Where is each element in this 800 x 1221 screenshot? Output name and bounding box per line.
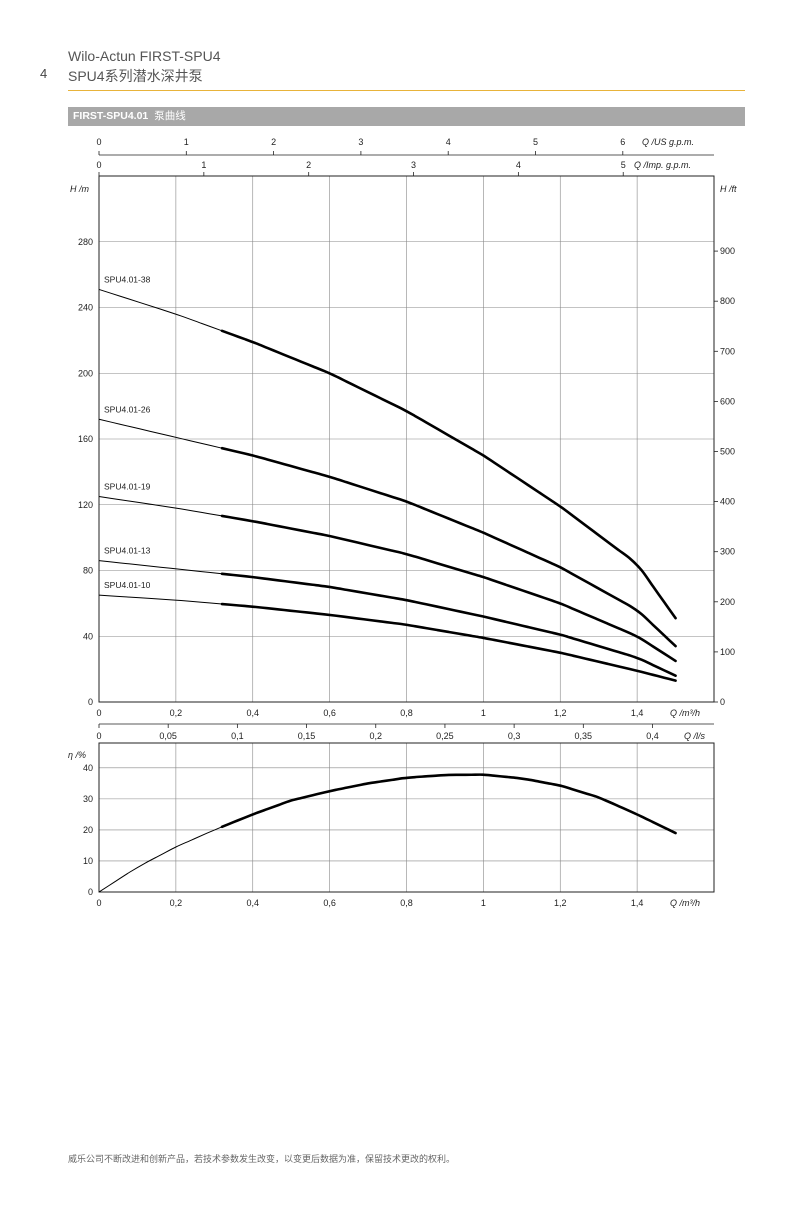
top-axis-us-tick-label: 5: [533, 137, 538, 147]
y-tick-label: 160: [78, 434, 93, 444]
top-axis-imp-tick-label: 0: [96, 160, 101, 170]
y-right-tick-label: 600: [720, 396, 735, 406]
eff-x-axis-title: Q /m³/h: [670, 898, 700, 908]
top-axis-us-tick-label: 3: [358, 137, 363, 147]
y-right-tick-label: 100: [720, 647, 735, 657]
eff-y-tick-label: 40: [83, 763, 93, 773]
y-right-tick-label: 0: [720, 697, 725, 707]
x-tick-label: 0,8: [400, 708, 413, 718]
ls-axis-tick-label: 0,25: [436, 731, 454, 741]
top-axis-imp-title: Q /Imp. g.p.m.: [634, 160, 691, 170]
y-tick-label: 80: [83, 566, 93, 576]
x-tick-label: 1,2: [554, 708, 567, 718]
series-label: SPU4.01-10: [104, 580, 151, 590]
efficiency-plot-frame: [98, 742, 715, 893]
top-axis-imp-tick-label: 5: [621, 160, 626, 170]
curve-spu4-01-38: [220, 329, 677, 620]
x-tick-label: 0,6: [323, 708, 336, 718]
series-label: SPU4.01-26: [104, 404, 151, 414]
y-right-tick-label: 300: [720, 547, 735, 557]
eff-y-tick-label: 0: [88, 887, 93, 897]
curve-thin-segment: [98, 418, 223, 449]
series-label: SPU4.01-13: [104, 546, 151, 556]
head-plot-frame: [98, 175, 715, 703]
eff-x-tick-label: 1,4: [631, 898, 644, 908]
y-right-tick-label: 500: [720, 446, 735, 456]
eff-y-tick-label: 10: [83, 856, 93, 866]
eff-x-tick-label: 0: [96, 898, 101, 908]
y-right-tick-label: 400: [720, 497, 735, 507]
eff-y-tick-label: 20: [83, 825, 93, 835]
top-axis-us-tick-label: 4: [446, 137, 451, 147]
eff-y-tick-label: 30: [83, 794, 93, 804]
eff-x-tick-label: 1,2: [554, 898, 567, 908]
ls-axis-tick-label: 0,3: [508, 731, 521, 741]
top-axis-us-tick-label: 0: [96, 137, 101, 147]
ls-axis-tick-label: 0,4: [646, 731, 659, 741]
ls-axis-tick-label: 0,15: [298, 731, 316, 741]
top-axis-us-title: Q /US g.p.m.: [642, 137, 694, 147]
eff-x-tick-label: 0,2: [170, 898, 183, 908]
efficiency-curve-thin: [98, 826, 223, 893]
curve-spu4-01-19: [220, 514, 677, 663]
y-right-tick-label: 800: [720, 296, 735, 306]
x-tick-label: 0,4: [246, 708, 259, 718]
top-axis-imp-tick-label: 4: [516, 160, 521, 170]
y-tick-label: 240: [78, 303, 93, 313]
curve-spu4-01-10: [220, 602, 677, 682]
x-tick-label: 0: [96, 708, 101, 718]
y-axis-title-right: H /ft: [720, 184, 737, 194]
ls-axis-tick-label: 0,1: [231, 731, 244, 741]
eff-y-axis-title: η /%: [68, 750, 86, 760]
header-product-name: Wilo-Actun FIRST-SPU4: [68, 48, 221, 64]
band-model: FIRST-SPU4.01: [73, 110, 149, 122]
y-axis-title: H /m: [70, 184, 90, 194]
top-axis-imp-tick-label: 2: [306, 160, 311, 170]
y-right-tick-label: 700: [720, 346, 735, 356]
curve-spu4-01-26: [220, 446, 677, 648]
ls-axis-tick-label: 0,2: [369, 731, 382, 741]
header-divider: [68, 90, 745, 91]
curve-thin-segment: [98, 496, 223, 517]
ls-axis-tick-label: 0,05: [159, 731, 177, 741]
y-tick-label: 0: [88, 697, 93, 707]
top-axis-us-tick-label: 6: [620, 137, 625, 147]
top-axis-imp-tick-label: 3: [411, 160, 416, 170]
footer-disclaimer: 威乐公司不断改进和创新产品，若技术参数发生改变，以变更后数据为准，保留技术更改的…: [68, 1154, 456, 1164]
eff-x-tick-label: 0,8: [400, 898, 413, 908]
ls-axis-tick-label: 0,35: [575, 731, 593, 741]
x-tick-label: 1,4: [631, 708, 644, 718]
ls-axis-title: Q /l/s: [684, 731, 706, 741]
curve-thin-segment: [98, 594, 223, 605]
x-tick-label: 0,2: [170, 708, 183, 718]
ls-axis-tick-label: 0: [96, 731, 101, 741]
top-axis-us-tick-label: 2: [271, 137, 276, 147]
x-axis-title: Q /m³/h: [670, 708, 700, 718]
band-title: 泵曲线: [154, 110, 186, 122]
section-band: FIRST-SPU4.01 泵曲线: [68, 107, 745, 126]
series-label: SPU4.01-38: [104, 274, 151, 284]
x-tick-label: 1: [481, 708, 486, 718]
y-tick-label: 120: [78, 500, 93, 510]
curve-thin-segment: [98, 560, 223, 575]
eff-x-tick-label: 0,6: [323, 898, 336, 908]
y-tick-label: 280: [78, 237, 93, 247]
header-series-name: SPU4系列潜水深井泵: [68, 68, 203, 84]
page-number: 4: [40, 66, 48, 81]
y-right-tick-label: 200: [720, 597, 735, 607]
curve-spu4-01-13: [220, 572, 677, 677]
y-tick-label: 40: [83, 631, 93, 641]
y-tick-label: 200: [78, 368, 93, 378]
top-axis-us-tick-label: 1: [184, 137, 189, 147]
eff-x-tick-label: 1: [481, 898, 486, 908]
top-axis-imp-tick-label: 1: [201, 160, 206, 170]
eff-x-tick-label: 0,4: [246, 898, 259, 908]
series-label: SPU4.01-19: [104, 482, 151, 492]
efficiency-curve: [220, 773, 677, 835]
y-right-tick-label: 900: [720, 246, 735, 256]
curve-thin-segment: [98, 288, 223, 332]
